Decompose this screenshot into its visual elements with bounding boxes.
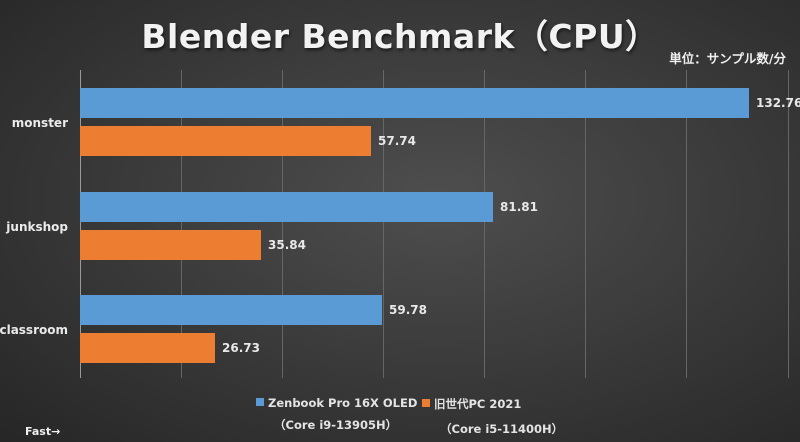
gridline (686, 70, 687, 378)
bar-junkshop-zenbook (80, 192, 493, 222)
category-label-monster: monster (11, 116, 68, 130)
legend-swatch-icon (256, 398, 264, 406)
gridline (788, 70, 789, 378)
legend-item-zenbook: Zenbook Pro 16X OLED （Core i9-13905H） (256, 396, 417, 433)
value-label: 132.76 (756, 96, 800, 110)
legend-sublabel: （Core i9-13905H） (274, 418, 398, 432)
bar-monster-zenbook (80, 88, 749, 118)
bar-classroom-zenbook (80, 295, 382, 325)
plot-area: 132.76 57.74 81.81 35.84 59.78 26.73 (80, 70, 800, 378)
category-label-junkshop: junkshop (6, 220, 68, 234)
gridline (585, 70, 586, 378)
value-label: 35.84 (268, 238, 306, 252)
legend-swatch-icon (422, 399, 430, 407)
legend-sublabel: （Core i5-11400H） (440, 422, 564, 436)
gridline (383, 70, 384, 378)
gridline (484, 70, 485, 378)
bar-junkshop-oldpc (80, 230, 261, 260)
category-label-classroom: classroom (0, 323, 68, 337)
gridline (181, 70, 182, 378)
value-label: 26.73 (222, 341, 260, 355)
legend-item-oldpc: 旧世代PC 2021 （Core i5-11400H） (422, 396, 563, 437)
value-label: 81.81 (500, 200, 538, 214)
legend-label: Zenbook Pro 16X OLED (268, 396, 418, 410)
chart-title: Blender Benchmark（CPU） (141, 17, 659, 56)
bar-monster-oldpc (80, 126, 371, 156)
gridline (282, 70, 283, 378)
legend-label: 旧世代PC 2021 (434, 397, 522, 411)
bar-classroom-oldpc (80, 333, 215, 363)
fast-annotation: Fast→ (25, 425, 61, 438)
value-label: 59.78 (389, 303, 427, 317)
unit-label: 単位：サンプル数/分 (669, 51, 786, 66)
category-axis (80, 70, 81, 378)
value-label: 57.74 (378, 134, 416, 148)
